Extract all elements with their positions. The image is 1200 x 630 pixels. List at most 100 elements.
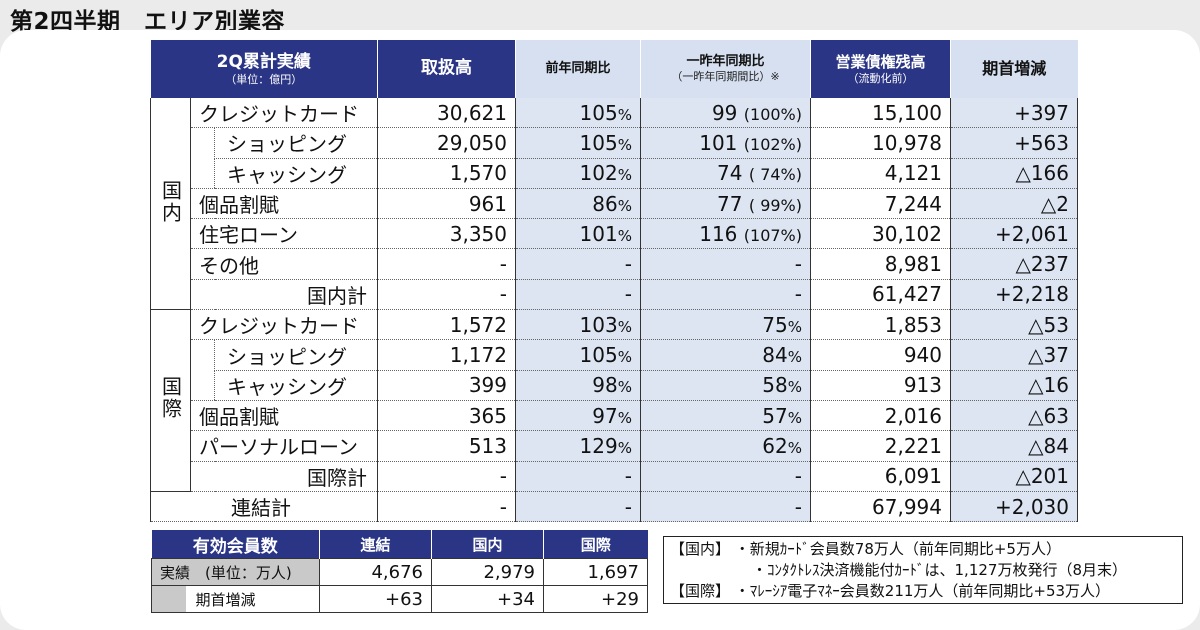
two-year-value: 116 (107%) bbox=[640, 218, 811, 250]
row-label: 住宅ローン bbox=[190, 218, 378, 250]
change-value: +2,218 bbox=[950, 279, 1078, 311]
handling-value: - bbox=[377, 279, 516, 311]
change-value: △2 bbox=[950, 188, 1078, 220]
two-year-value: 75% bbox=[640, 309, 811, 341]
members-value: 2,979 bbox=[431, 558, 544, 586]
table-row: ショッピング 29,050 105% 101 (102%) 10,978 +56… bbox=[151, 127, 1078, 159]
handling-value: 1,172 bbox=[377, 339, 516, 371]
receivables-value: 10,978 bbox=[810, 127, 951, 159]
yoy-value: 105% bbox=[515, 339, 641, 371]
members-col-consolidated: 連結 bbox=[319, 530, 432, 559]
table-row: 国内 クレジットカード 30,621 105% 99 (100%) 15,100… bbox=[150, 98, 1078, 311]
two-year-value: 84% bbox=[640, 339, 811, 371]
table-row-subtotal: 国内計 - - - 61,427 +2,218 bbox=[151, 279, 1078, 311]
handling-value: 399 bbox=[377, 370, 516, 401]
header-unit: （単位：億円） bbox=[225, 72, 303, 86]
change-value: +2,030 bbox=[950, 491, 1078, 523]
change-value: △16 bbox=[950, 370, 1078, 401]
note-line: ・ｺﾝﾀｸﾄﾚｽ決済機能付ｶｰﾄﾞは、1,127万枚発行（8月末） bbox=[752, 561, 1127, 579]
header-yoy: 前年同期比 bbox=[515, 40, 641, 98]
handling-value: 1,570 bbox=[377, 158, 516, 189]
yoy-value: - bbox=[515, 279, 641, 311]
members-value: 1,697 bbox=[543, 558, 648, 586]
note-line: 【国際】 ・ﾏﾚｰｼｱ電子ﾏﾈｰ会員数211万人（前年同期比+53万人） bbox=[670, 582, 1111, 600]
change-value: △37 bbox=[950, 339, 1078, 371]
header-period: 2Q累計実績 （単位：億円） bbox=[150, 40, 378, 98]
change-value: △166 bbox=[950, 158, 1078, 189]
header-receivables: 営業債権残高 （流動化前） bbox=[810, 40, 951, 98]
two-year-value: 77 ( 99%) bbox=[640, 188, 811, 220]
yoy-value: - bbox=[515, 248, 641, 280]
members-change-value: +63 bbox=[319, 585, 432, 613]
handling-value: - bbox=[377, 491, 516, 523]
table-row-subtotal: 国際計 - - - 6,091 △201 bbox=[151, 461, 1078, 492]
receivables-value: 7,244 bbox=[810, 188, 951, 220]
yoy-value: 105% bbox=[515, 98, 641, 129]
receivables-value: 6,091 bbox=[810, 461, 951, 492]
two-year-value: - bbox=[640, 248, 811, 280]
members-row-label: 実績 (単位：万人) bbox=[151, 558, 320, 586]
row-label: 個品割賦 bbox=[190, 400, 378, 432]
members-change-value: +34 bbox=[431, 585, 544, 613]
receivables-value: 61,427 bbox=[810, 279, 951, 311]
table-row-total: 連結計 - - - 67,994 +2,030 bbox=[150, 491, 1078, 523]
header-two-year-note: （一昨年同期間比）※ bbox=[671, 70, 780, 84]
members-value: 4,676 bbox=[319, 558, 432, 586]
table-row: 期首増減 +63 +34 +29 bbox=[151, 585, 648, 613]
row-label: キャッシング bbox=[214, 370, 378, 401]
row-label: キャッシング bbox=[214, 158, 378, 189]
two-year-value: 99 (100%) bbox=[640, 98, 811, 129]
change-value: +563 bbox=[950, 127, 1078, 159]
change-value: +2,061 bbox=[950, 218, 1078, 250]
receivables-value: 940 bbox=[810, 339, 951, 371]
row-label: 連結計 bbox=[150, 491, 378, 523]
table-row: 住宅ローン 3,350 101% 116 (107%) 30,102 +2,06… bbox=[151, 218, 1078, 250]
area-label-domestic: 国内 bbox=[150, 98, 191, 311]
receivables-value: 15,100 bbox=[810, 98, 951, 129]
members-col-domestic: 国内 bbox=[431, 530, 544, 559]
change-value: △53 bbox=[950, 309, 1078, 341]
header-two-year: 一昨年同期比 （一昨年同期間比）※ bbox=[640, 40, 811, 98]
two-year-value: 101 (102%) bbox=[640, 127, 811, 159]
handling-value: 30,621 bbox=[377, 98, 516, 129]
change-value: +397 bbox=[950, 98, 1078, 129]
handling-value: 3,350 bbox=[377, 218, 516, 250]
change-value: △237 bbox=[950, 248, 1078, 280]
table-row: キャッシング 1,570 102% 74 ( 74%) 4,121 △166 bbox=[151, 158, 1078, 189]
handling-value: - bbox=[377, 461, 516, 492]
two-year-value: 58% bbox=[640, 370, 811, 401]
header-receivables-note: （流動化前） bbox=[847, 72, 914, 86]
yoy-value: 98% bbox=[515, 370, 641, 401]
change-value: △84 bbox=[950, 430, 1078, 462]
change-value: △201 bbox=[950, 461, 1078, 492]
handling-value: 513 bbox=[377, 430, 516, 462]
yoy-value: 86% bbox=[515, 188, 641, 220]
table-row: キャッシング 399 98% 58% 913 △16 bbox=[151, 370, 1078, 401]
row-label: クレジットカード bbox=[190, 309, 378, 341]
row-label: その他 bbox=[190, 248, 378, 280]
yoy-value: 101% bbox=[515, 218, 641, 250]
table-row: 個品割賦 365 97% 57% 2,016 △63 bbox=[151, 400, 1078, 432]
yoy-value: 102% bbox=[515, 158, 641, 189]
yoy-value: 97% bbox=[515, 400, 641, 432]
yoy-value: 105% bbox=[515, 127, 641, 159]
receivables-value: 2,016 bbox=[810, 400, 951, 432]
table-row: ショッピング 1,172 105% 84% 940 △37 bbox=[151, 339, 1078, 371]
members-change-value: +29 bbox=[543, 585, 648, 613]
yoy-value: 103% bbox=[515, 309, 641, 341]
two-year-value: - bbox=[640, 461, 811, 492]
row-label: クレジットカード bbox=[190, 98, 378, 129]
two-year-value: - bbox=[640, 491, 811, 523]
yoy-value: - bbox=[515, 491, 641, 523]
table-row: 個品割賦 961 86% 77 ( 99%) 7,244 △2 bbox=[151, 188, 1078, 220]
members-title: 有効会員数 bbox=[151, 530, 320, 559]
two-year-value: 74 ( 74%) bbox=[640, 158, 811, 189]
handling-value: 365 bbox=[377, 400, 516, 432]
note-line: 【国内】 ・新規ｶｰﾄﾞ会員数78万人（前年同期比+5万人） bbox=[670, 540, 1061, 558]
receivables-value: 67,994 bbox=[810, 491, 951, 523]
two-year-value: 62% bbox=[640, 430, 811, 462]
table-row: その他 - - - 8,981 △237 bbox=[151, 248, 1078, 280]
two-year-value: 57% bbox=[640, 400, 811, 432]
header-change: 期首増減 bbox=[950, 40, 1078, 98]
table-row: 国際 クレジットカード 1,572 103% 75% 1,853 △53 bbox=[150, 309, 1078, 492]
